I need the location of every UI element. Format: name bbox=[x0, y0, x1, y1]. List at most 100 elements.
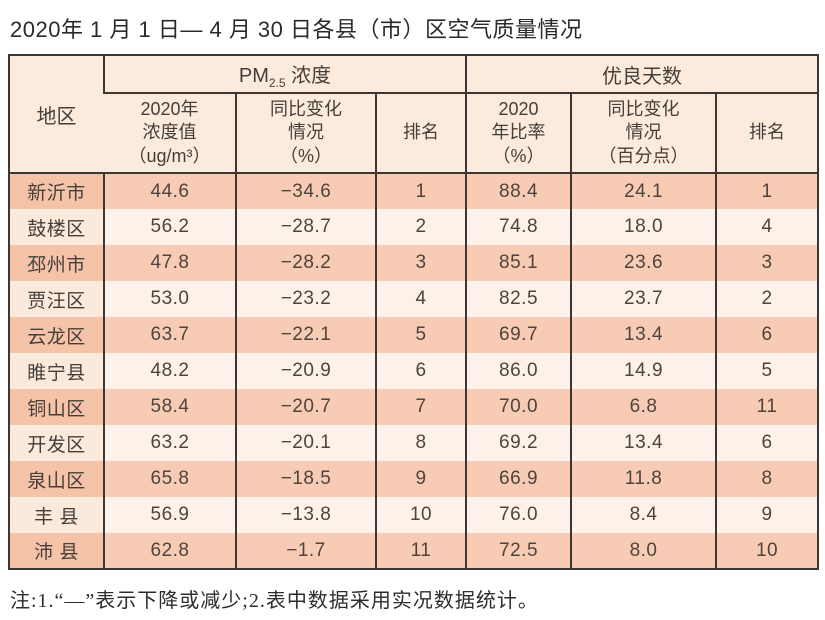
cell-good-ratio: 69.7 bbox=[465, 317, 572, 353]
column-header-pm-rank: 排名 bbox=[374, 93, 467, 174]
column-header-good-ratio: 2020 年比率 （%） bbox=[465, 93, 572, 174]
cell-region: 贾汪区 bbox=[9, 281, 104, 317]
cell-pm-value: 58.4 bbox=[103, 389, 236, 425]
cell-good-rank: 1 bbox=[715, 173, 819, 209]
cell-pm-rank: 7 bbox=[374, 389, 467, 425]
cell-pm-value: 63.7 bbox=[103, 317, 236, 353]
cell-pm-rank: 2 bbox=[374, 209, 467, 245]
table-row: 沛 县 62.8 −1.7 11 72.5 8.0 10 bbox=[9, 533, 819, 569]
cell-good-ratio: 72.5 bbox=[465, 533, 572, 569]
cell-region: 云龙区 bbox=[9, 317, 104, 353]
cell-good-ratio: 86.0 bbox=[465, 353, 572, 389]
table-header: 地区 PM2.5 浓度 优良天数 2020年 浓度值 （ug/m³） 同比变化 … bbox=[9, 55, 819, 174]
table-row: 云龙区 63.7 −22.1 5 69.7 13.4 6 bbox=[9, 317, 819, 353]
table-row: 丰 县 56.9 −13.8 10 76.0 8.4 9 bbox=[9, 497, 819, 533]
cell-good-change: 6.8 bbox=[570, 389, 717, 425]
cell-good-ratio: 88.4 bbox=[465, 173, 572, 209]
cell-region: 沛 县 bbox=[9, 533, 104, 569]
cell-pm-rank: 8 bbox=[374, 425, 467, 461]
cell-pm-change: −20.1 bbox=[235, 425, 376, 461]
cell-good-ratio: 70.0 bbox=[465, 389, 572, 425]
cell-good-rank: 8 bbox=[715, 461, 819, 497]
cell-pm-change: −20.7 bbox=[235, 389, 376, 425]
cell-pm-value: 65.8 bbox=[103, 461, 236, 497]
column-header-region: 地区 bbox=[9, 55, 104, 174]
cell-pm-change: −18.5 bbox=[235, 461, 376, 497]
cell-good-rank: 4 bbox=[715, 209, 819, 245]
cell-pm-value: 63.2 bbox=[103, 425, 236, 461]
column-header-good-change: 同比变化 情况 （百分点） bbox=[570, 93, 717, 174]
group-header-row: 地区 PM2.5 浓度 优良天数 bbox=[9, 55, 819, 174]
table-row: 睢宁县 48.2 −20.9 6 86.0 14.9 5 bbox=[9, 353, 819, 389]
cell-pm-change: −20.9 bbox=[235, 353, 376, 389]
cell-pm-rank: 11 bbox=[374, 533, 467, 569]
pm25-label-prefix: PM bbox=[238, 64, 269, 87]
column-header-good-rank: 排名 bbox=[715, 93, 819, 174]
cell-good-ratio: 76.0 bbox=[465, 497, 572, 533]
cell-good-change: 18.0 bbox=[570, 209, 717, 245]
cell-good-change: 14.9 bbox=[570, 353, 717, 389]
cell-pm-value: 48.2 bbox=[103, 353, 236, 389]
cell-pm-rank: 4 bbox=[374, 281, 467, 317]
cell-region: 泉山区 bbox=[9, 461, 104, 497]
cell-good-ratio: 74.8 bbox=[465, 209, 572, 245]
cell-good-change: 11.8 bbox=[570, 461, 717, 497]
cell-pm-value: 62.8 bbox=[103, 533, 236, 569]
cell-pm-change: −1.7 bbox=[235, 533, 376, 569]
cell-good-ratio: 66.9 bbox=[465, 461, 572, 497]
cell-good-rank: 9 bbox=[715, 497, 819, 533]
cell-pm-rank: 3 bbox=[374, 245, 467, 281]
cell-pm-value: 56.9 bbox=[103, 497, 236, 533]
cell-good-change: 23.6 bbox=[570, 245, 717, 281]
table-row: 开发区 63.2 −20.1 8 69.2 13.4 6 bbox=[9, 425, 819, 461]
cell-good-change: 13.4 bbox=[570, 425, 717, 461]
cell-good-ratio: 69.2 bbox=[465, 425, 572, 461]
cell-pm-rank: 5 bbox=[374, 317, 467, 353]
column-header-pm-value: 2020年 浓度值 （ug/m³） bbox=[104, 93, 236, 174]
pm25-label-suffix: 浓度 bbox=[285, 64, 332, 87]
sub-header-row: 2020年 浓度值 （ug/m³） 同比变化 情况 （%） 排名 2020 年比… bbox=[9, 93, 819, 174]
cell-pm-change: −28.7 bbox=[235, 209, 376, 245]
table-row: 新沂市 44.6 −34.6 1 88.4 24.1 1 bbox=[9, 173, 819, 209]
cell-pm-value: 53.0 bbox=[103, 281, 236, 317]
cell-pm-rank: 10 bbox=[374, 497, 467, 533]
table-row: 鼓楼区 56.2 −28.7 2 74.8 18.0 4 bbox=[9, 209, 819, 245]
table-row: 泉山区 65.8 −18.5 9 66.9 11.8 8 bbox=[9, 461, 819, 497]
pm25-label-subscript: 2.5 bbox=[268, 75, 286, 90]
cell-good-rank: 5 bbox=[715, 353, 819, 389]
air-quality-table: 地区 PM2.5 浓度 优良天数 2020年 浓度值 （ug/m³） 同比变化 … bbox=[8, 54, 820, 570]
cell-region: 鼓楼区 bbox=[9, 209, 104, 245]
cell-region: 开发区 bbox=[9, 425, 104, 461]
cell-pm-rank: 6 bbox=[374, 353, 467, 389]
cell-good-change: 13.4 bbox=[570, 317, 717, 353]
column-group-pm25: PM2.5 浓度 bbox=[102, 55, 467, 94]
table-body: 新沂市 44.6 −34.6 1 88.4 24.1 1 鼓楼区 56.2 −2… bbox=[9, 173, 819, 569]
cell-good-rank: 6 bbox=[715, 317, 819, 353]
table-row: 贾汪区 53.0 −23.2 4 82.5 23.7 2 bbox=[9, 281, 819, 317]
cell-region: 睢宁县 bbox=[9, 353, 104, 389]
cell-good-rank: 2 bbox=[715, 281, 819, 317]
cell-region: 丰 县 bbox=[9, 497, 104, 533]
cell-pm-value: 44.6 bbox=[103, 173, 236, 209]
cell-good-rank: 3 bbox=[715, 245, 819, 281]
cell-region: 新沂市 bbox=[9, 173, 104, 209]
cell-good-rank: 11 bbox=[715, 389, 819, 425]
cell-pm-value: 56.2 bbox=[103, 209, 236, 245]
cell-good-change: 23.7 bbox=[570, 281, 717, 317]
cell-good-change: 8.4 bbox=[570, 497, 717, 533]
cell-good-rank: 10 bbox=[715, 533, 819, 569]
table-row: 邳州市 47.8 −28.2 3 85.1 23.6 3 bbox=[9, 245, 819, 281]
cell-region: 邳州市 bbox=[9, 245, 104, 281]
cell-pm-value: 47.8 bbox=[103, 245, 236, 281]
cell-pm-change: −34.6 bbox=[235, 173, 376, 209]
cell-pm-change: −28.2 bbox=[235, 245, 376, 281]
cell-good-change: 8.0 bbox=[570, 533, 717, 569]
cell-pm-change: −23.2 bbox=[235, 281, 376, 317]
cell-pm-change: −22.1 bbox=[235, 317, 376, 353]
cell-good-ratio: 85.1 bbox=[465, 245, 572, 281]
cell-pm-rank: 1 bbox=[374, 173, 467, 209]
cell-good-change: 24.1 bbox=[570, 173, 717, 209]
cell-pm-change: −13.8 bbox=[235, 497, 376, 533]
cell-good-ratio: 82.5 bbox=[465, 281, 572, 317]
